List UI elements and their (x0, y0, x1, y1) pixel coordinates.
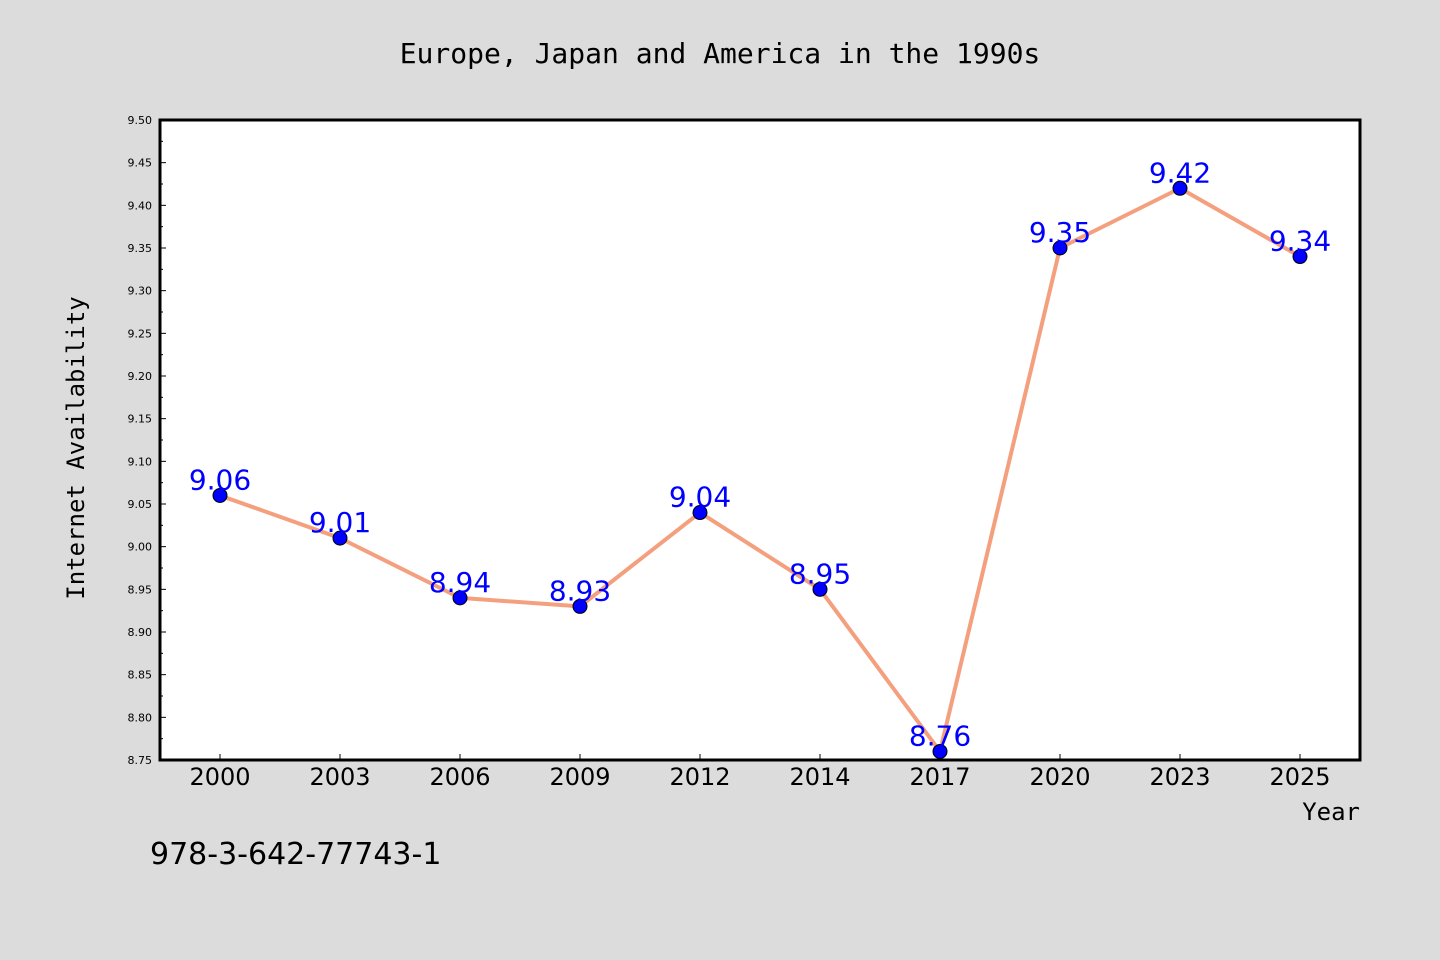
y-tick-label: 8.85 (128, 669, 153, 682)
y-tick-label: 8.80 (128, 711, 153, 724)
x-tick-label: 2017 (909, 763, 970, 791)
y-axis-label: Internet Availability (62, 296, 90, 599)
y-tick-label: 9.30 (128, 285, 153, 298)
y-tick-label: 8.95 (128, 583, 153, 596)
data-label: 9.35 (1029, 216, 1091, 249)
x-tick-label: 2014 (789, 763, 850, 791)
plot-area (158, 118, 1362, 762)
x-tick-label: 2023 (1149, 763, 1210, 791)
series-line (219, 186, 1301, 754)
y-tick-label: 9.15 (128, 413, 153, 426)
data-label: 8.76 (909, 719, 971, 752)
data-point (932, 743, 948, 759)
isbn-annotation: 978-3-642-77743-1 (150, 837, 441, 872)
y-tick-label: 8.75 (128, 754, 153, 767)
data-point (1292, 249, 1308, 265)
data-label: 9.01 (309, 506, 371, 539)
y-tick-label: 9.00 (128, 541, 153, 554)
y-tick-label: 9.35 (128, 242, 153, 255)
data-label: 8.95 (789, 557, 851, 590)
y-axis: 8.75 8.80 8.85 8.90 8.95 9.00 9.05 9.10 9.15 9.20… (128, 114, 166, 767)
x-tick-label: 2012 (669, 763, 730, 791)
x-tick-label: 2006 (429, 763, 490, 791)
x-tick-label: 2020 (1029, 763, 1090, 791)
data-label: 9.04 (669, 481, 731, 514)
x-tick-label: 2003 (309, 763, 370, 791)
x-axis-label: Year (1302, 798, 1360, 826)
y-tick-label: 9.10 (128, 455, 153, 468)
data-label: 9.42 (1149, 156, 1211, 189)
data-point (812, 581, 828, 597)
y-tick-label: 9.25 (128, 327, 153, 340)
x-tick-label: 2025 (1269, 763, 1330, 791)
x-axis: 2000 2003 2006 2009 2012 2014 2017 2020 2023 2025 (189, 754, 1331, 791)
data-point (1172, 180, 1188, 196)
data-label: 8.94 (429, 566, 491, 599)
data-point (212, 487, 228, 503)
y-tick-label: 8.90 (128, 626, 153, 639)
data-point (572, 598, 588, 614)
y-tick-label: 9.05 (128, 498, 153, 511)
y-tick-label: 9.45 (128, 157, 153, 170)
data-labels: 9.06 9.01 8.94 8.93 9.04 8.95 8.76 9.35 9.42 9.34 (189, 156, 1331, 752)
data-point (692, 505, 708, 521)
y-tick-label: 9.40 (128, 199, 153, 212)
y-tick-label: 9.50 (128, 114, 153, 127)
data-point (1052, 240, 1068, 256)
series-markers (212, 180, 1308, 759)
data-point (332, 530, 348, 546)
x-tick-label: 2009 (549, 763, 610, 791)
data-label: 8.93 (549, 574, 611, 607)
x-tick-label: 2000 (189, 763, 250, 791)
data-label: 9.34 (1269, 225, 1331, 258)
data-label: 9.06 (189, 463, 251, 496)
chart-title: Europe, Japan and America in the 1990s (400, 37, 1041, 70)
y-tick-label: 9.20 (128, 370, 153, 383)
data-point (452, 590, 468, 606)
